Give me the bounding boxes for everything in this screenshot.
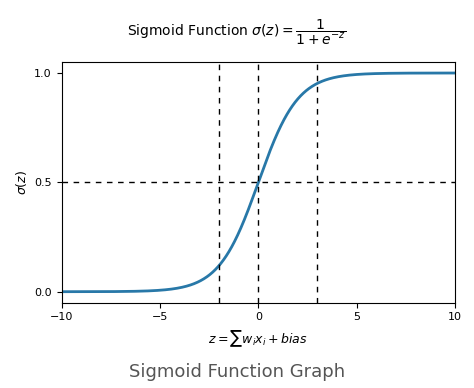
X-axis label: $z = \sum w_i x_i + bias$: $z = \sum w_i x_i + bias$: [209, 328, 308, 348]
Text: Sigmoid Function $\sigma(z) = \dfrac{1}{1+e^{-z}}$: Sigmoid Function $\sigma(z) = \dfrac{1}{…: [128, 17, 346, 47]
Y-axis label: $\sigma(z)$: $\sigma(z)$: [14, 170, 29, 195]
Text: Sigmoid Function Graph: Sigmoid Function Graph: [129, 364, 345, 381]
